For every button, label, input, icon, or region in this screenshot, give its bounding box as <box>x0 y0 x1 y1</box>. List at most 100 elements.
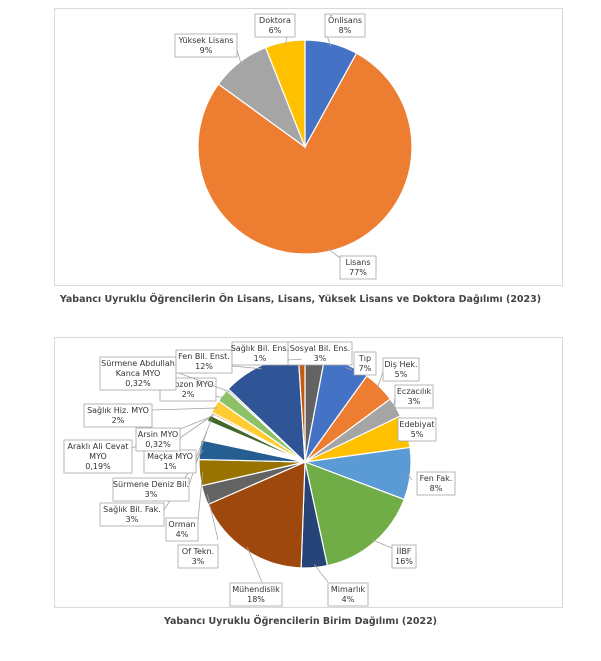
chart-title-units: Yabancı Uyruklu Öğrencilerin Birim Dağıl… <box>163 616 438 627</box>
pie-group-1 <box>198 355 412 569</box>
label-box-saglik-hiz-myo <box>83 403 153 428</box>
label-name-trabzon-myo: Trabzon MYO <box>161 380 213 389</box>
label-box-mimarlik <box>327 582 369 607</box>
label-value-yuksek-lisans: 9% <box>200 46 213 55</box>
label-value-trabzon-myo: 2% <box>182 390 195 399</box>
leader-line-tip <box>345 367 353 371</box>
label-value-arakli-ali-cevat-myo: 0,19% <box>85 462 111 471</box>
label-name-macka-myo: Maçka MYO <box>147 452 193 461</box>
label-value-edebiyat: 5% <box>411 430 424 439</box>
label-value-eczacilik: 3% <box>408 397 421 406</box>
pie-slice-doktora <box>264 39 306 148</box>
label-name-doktora: Doktora <box>259 16 291 25</box>
data-label-fen-bil-enst: Fen Bil. Enst.12% <box>175 349 262 374</box>
label-name-arakli-ali-cevat-myo: Araklı Ali Cevat <box>67 442 128 451</box>
label-name-lisans: Lisans <box>346 258 371 267</box>
label-name-onlisans: Önlisans <box>328 15 362 25</box>
label-value-saglik-hiz-myo: 2% <box>112 416 125 425</box>
label-value-of-tekn: 3% <box>192 557 205 566</box>
label-value-saglik-bil-ens: 1% <box>254 354 267 363</box>
leader-line-arsin-myo <box>179 414 215 439</box>
data-label-fen-fak: Fen Fak.8% <box>406 471 456 496</box>
label-value-muhendislik: 18% <box>247 595 265 604</box>
label-name-surmene-abdullah-kanca-myo: Sürmene Abdullah <box>101 359 175 368</box>
leader-line-of-tekn <box>206 494 219 541</box>
label-value-macka-myo: 1% <box>164 462 177 471</box>
label-box-arsin-myo <box>135 427 181 452</box>
leader-line-surmene-deniz-bil <box>188 431 208 486</box>
leader-line-macka-myo <box>195 419 212 459</box>
label-box-doktora <box>254 13 296 38</box>
label-name-surmene-deniz-bil: Sürmene Deniz Bil. <box>113 480 189 489</box>
label-box-lisans <box>339 255 377 280</box>
label-box-fen-fak <box>416 471 456 496</box>
label-name-yuksek-lisans: Yüksek Lisans <box>178 36 234 45</box>
label-box-iibf <box>391 544 417 569</box>
label-value-fen-bil-enst: 12% <box>195 362 213 371</box>
label-value-doktora: 6% <box>269 26 282 35</box>
leader-line-fen-bil-enst <box>231 365 262 370</box>
label-value-mimarlik: 4% <box>342 595 355 604</box>
leader-line-mimarlik <box>313 564 329 583</box>
data-label-saglik-bil-fak: Sağlık Bil. Fak.3% <box>99 449 204 527</box>
label-name-fen-fak: Fen Fak. <box>420 474 453 483</box>
label-value-surmene-deniz-bil: 3% <box>145 490 158 499</box>
label-value-orman: 4% <box>176 530 189 539</box>
pie-slice-iibf <box>304 461 405 567</box>
label-box-of-tekn <box>177 544 219 569</box>
label-name-orman: Orman <box>168 520 195 529</box>
leader-line-saglik-bil-ens <box>285 358 302 361</box>
label-value-sosyal-bil-ens: 3% <box>314 354 327 363</box>
label-box-arakli-ali-cevat-myo <box>63 439 133 474</box>
label-value-surmene-abdullah-kanca-myo: 0,32% <box>125 379 151 388</box>
data-label-dis-hek: Diş Hek.5% <box>376 357 420 389</box>
label-value-dis-hek: 5% <box>395 370 408 379</box>
label-box-dis-hek <box>382 357 420 382</box>
leader-line-muhendislik <box>246 546 263 583</box>
label-name-saglik-hiz-myo: Sağlık Hiz. MYO <box>87 406 149 415</box>
label-name-saglik-bil-ens: Sağlık Bil. Ens. <box>231 344 290 353</box>
label-box-tip <box>353 351 377 376</box>
data-label-surmene-deniz-bil: Sürmene Deniz Bil.3% <box>112 431 208 502</box>
label-name-mimarlik: Mimarlık <box>331 585 366 594</box>
label-value-iibf: 16% <box>395 557 413 566</box>
pie-group-0 <box>197 39 413 255</box>
data-label-sosyal-bil-ens: Sosyal Bil. Ens.3% <box>287 341 353 366</box>
label-value-tip: 7% <box>359 364 372 373</box>
leader-line-lisans <box>327 247 341 259</box>
label-box-muhendislik <box>229 582 283 607</box>
data-label-of-tekn: Of Tekn.3% <box>177 494 219 569</box>
leader-line-orman <box>197 472 204 521</box>
leader-line-yuksek-lisans <box>236 49 242 66</box>
label-value-saglik-bil-fak: 3% <box>126 515 139 524</box>
label-name-surmene-abdullah-kanca-myo: Kanca MYO <box>116 369 161 378</box>
label-box-edebiyat <box>397 417 437 442</box>
data-label-saglik-bil-ens: Sağlık Bil. Ens.1% <box>231 341 302 366</box>
label-name-dis-hek: Diş Hek. <box>384 360 417 369</box>
label-name-iibf: İİBF <box>397 546 412 556</box>
label-name-edebiyat: Edebiyat <box>399 420 434 429</box>
label-name-of-tekn: Of Tekn. <box>182 547 214 556</box>
label-name-fen-bil-enst: Fen Bil. Enst. <box>178 352 230 361</box>
label-box-yuksek-lisans <box>174 33 238 58</box>
leader-line-surmene-abdullah-kanca-myo <box>175 371 230 393</box>
pie-slice-lisans <box>197 52 413 255</box>
chart-title-degree-levels: Yabancı Uyruklu Öğrencilerin Ön Lisans, … <box>59 294 542 305</box>
label-box-orman <box>165 517 199 542</box>
leader-line-saglik-hiz-myo <box>151 407 218 411</box>
label-name-muhendislik: Mühendislik <box>232 585 280 594</box>
label-box-eczacilik <box>394 384 434 409</box>
